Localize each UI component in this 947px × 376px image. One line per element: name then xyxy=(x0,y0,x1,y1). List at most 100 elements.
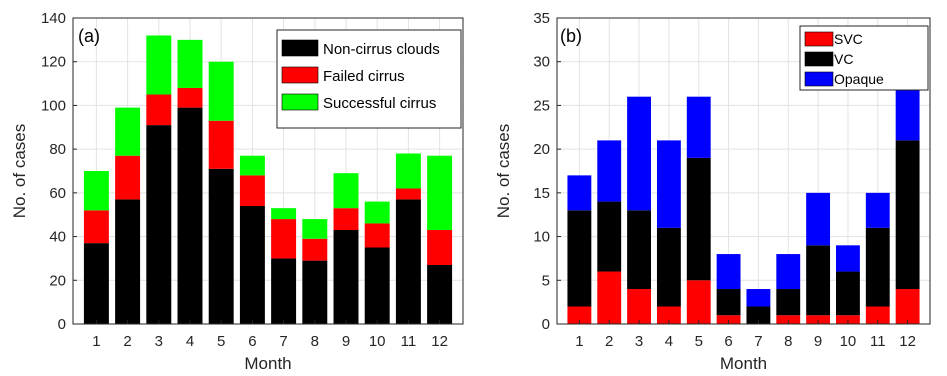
y-tick-label: 35 xyxy=(533,10,550,27)
x-tick-label: 4 xyxy=(186,333,194,350)
legend-swatch-vc xyxy=(804,51,834,67)
bar-segment-svc-month-11 xyxy=(865,306,890,324)
bar-segment-svc-month-5 xyxy=(686,280,711,324)
bar-segment-opaque-month-5 xyxy=(686,96,711,158)
bar-segment-failed-cirrus-month-6 xyxy=(239,175,265,206)
legend-swatch-successful-cirrus xyxy=(281,93,319,111)
y-tick-label: 40 xyxy=(49,229,66,246)
y-tick-label: 80 xyxy=(49,141,66,158)
legend-label-successful-cirrus: Successful cirrus xyxy=(323,95,436,112)
bar-segment-opaque-month-3 xyxy=(627,96,651,211)
bar-segment-svc-month-3 xyxy=(627,289,651,324)
bar-segment-non-cirrus-clouds-month-10 xyxy=(364,247,390,324)
x-tick-label: 1 xyxy=(575,333,583,350)
y-tick-label: 15 xyxy=(533,185,550,202)
bar-segment-failed-cirrus-month-5 xyxy=(208,120,234,169)
bar-segment-vc-month-11 xyxy=(865,227,890,307)
x-tick-label: 6 xyxy=(248,333,256,350)
bar-segment-successful-cirrus-month-9 xyxy=(333,173,359,209)
legend-swatch-failed-cirrus xyxy=(281,66,319,84)
y-tick-label: 120 xyxy=(41,54,66,71)
panel-label: (a) xyxy=(78,26,100,46)
legend-label-vc: VC xyxy=(834,51,853,67)
x-tick-label: 4 xyxy=(665,333,673,350)
x-tick-label: 8 xyxy=(784,333,792,350)
bar-segment-opaque-month-11 xyxy=(865,192,890,228)
y-tick-label: 60 xyxy=(49,185,66,202)
y-tick-label: 10 xyxy=(533,229,550,246)
legend-swatch-non-cirrus-clouds xyxy=(281,39,319,57)
bar-segment-non-cirrus-clouds-month-7 xyxy=(271,258,297,324)
bar-segment-successful-cirrus-month-10 xyxy=(364,201,390,224)
legend-label-svc: SVC xyxy=(834,31,863,47)
y-tick-label: 5 xyxy=(542,272,550,289)
x-tick-label: 7 xyxy=(279,333,287,350)
y-axis-label: No. of cases xyxy=(494,124,513,219)
x-tick-label: 2 xyxy=(605,333,613,350)
bar-segment-non-cirrus-clouds-month-5 xyxy=(208,168,234,324)
bar-segment-failed-cirrus-month-8 xyxy=(302,238,328,261)
x-axis-label: Month xyxy=(720,354,767,373)
bar-segment-non-cirrus-clouds-month-4 xyxy=(177,107,203,324)
y-axis-label: No. of cases xyxy=(10,124,29,219)
y-tick-label: 30 xyxy=(533,54,550,71)
bar-segment-non-cirrus-clouds-month-11 xyxy=(395,199,421,324)
panel-label: (b) xyxy=(560,26,582,46)
bar-segment-non-cirrus-clouds-month-12 xyxy=(427,264,453,324)
x-tick-label: 12 xyxy=(431,333,448,350)
bar-segment-opaque-month-9 xyxy=(806,192,831,246)
bar-segment-svc-month-10 xyxy=(836,315,860,324)
bar-segment-opaque-month-10 xyxy=(836,245,860,272)
bar-segment-successful-cirrus-month-12 xyxy=(427,155,453,231)
bar-segment-successful-cirrus-month-4 xyxy=(177,39,203,88)
bar-segment-successful-cirrus-month-2 xyxy=(115,107,141,156)
x-tick-label: 3 xyxy=(635,333,643,350)
bar-segment-svc-month-4 xyxy=(656,306,681,324)
x-tick-label: 6 xyxy=(724,333,732,350)
bar-segment-non-cirrus-clouds-month-6 xyxy=(239,205,265,324)
bar-segment-successful-cirrus-month-3 xyxy=(146,35,172,95)
y-tick-label: 140 xyxy=(41,10,66,27)
bar-segment-vc-month-1 xyxy=(567,210,592,307)
bar-segment-opaque-month-7 xyxy=(746,289,771,307)
bar-segment-opaque-month-6 xyxy=(716,254,741,290)
x-tick-label: 10 xyxy=(840,333,857,350)
bar-segment-vc-month-4 xyxy=(656,227,681,307)
x-tick-label: 12 xyxy=(899,333,916,350)
bar-segment-vc-month-6 xyxy=(716,289,741,316)
x-tick-label: 9 xyxy=(342,333,350,350)
bar-segment-failed-cirrus-month-3 xyxy=(146,94,172,126)
legend-label-non-cirrus-clouds: Non-cirrus clouds xyxy=(323,41,440,58)
bar-segment-failed-cirrus-month-11 xyxy=(395,188,421,200)
bar-segment-opaque-month-1 xyxy=(567,175,592,211)
bar-segment-svc-month-2 xyxy=(597,271,622,324)
x-tick-label: 5 xyxy=(695,333,703,350)
bar-segment-failed-cirrus-month-7 xyxy=(271,219,297,259)
bar-segment-non-cirrus-clouds-month-2 xyxy=(115,199,141,324)
x-tick-label: 2 xyxy=(123,333,131,350)
y-tick-label: 0 xyxy=(58,316,66,333)
bar-segment-svc-month-6 xyxy=(716,315,741,324)
legend-label-opaque: Opaque xyxy=(834,71,884,87)
bar-segment-vc-month-3 xyxy=(627,210,651,290)
bar-segment-successful-cirrus-month-6 xyxy=(239,155,265,176)
x-tick-label: 8 xyxy=(311,333,319,350)
bar-segment-failed-cirrus-month-12 xyxy=(427,230,453,265)
y-tick-label: 25 xyxy=(533,97,550,114)
y-tick-label: 20 xyxy=(49,272,66,289)
bar-segment-successful-cirrus-month-11 xyxy=(395,153,421,189)
bar-segment-svc-month-12 xyxy=(895,289,920,324)
bar-segment-failed-cirrus-month-4 xyxy=(177,87,203,108)
bar-segment-successful-cirrus-month-1 xyxy=(83,171,109,211)
bar-segment-svc-month-9 xyxy=(806,315,831,324)
bar-segment-successful-cirrus-month-5 xyxy=(208,61,234,121)
x-tick-label: 1 xyxy=(92,333,100,350)
bar-segment-vc-month-7 xyxy=(746,306,771,324)
x-tick-label: 11 xyxy=(870,333,886,350)
legend: SVC VC Opaque xyxy=(799,25,929,91)
bar-segment-vc-month-12 xyxy=(895,140,920,290)
y-tick-label: 0 xyxy=(542,316,550,333)
